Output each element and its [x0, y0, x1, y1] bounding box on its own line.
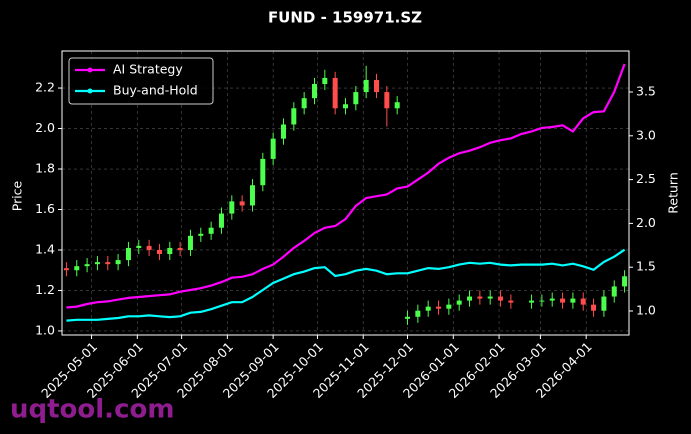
- y2-tick-label: 3.0: [636, 127, 656, 142]
- candle-body: [436, 306, 442, 309]
- y-tick-label: 2.2: [35, 80, 55, 95]
- candle-body: [249, 185, 255, 206]
- candle-body: [415, 310, 421, 317]
- y2-tick-label: 2.5: [636, 171, 656, 186]
- line-series: [66, 63, 626, 309]
- line-series: [66, 248, 626, 322]
- candle-body: [332, 77, 338, 109]
- legend-label: AI Strategy: [113, 62, 183, 77]
- candle-body: [467, 296, 473, 301]
- candle-body: [208, 227, 214, 234]
- candle-body: [601, 296, 607, 311]
- candle-body: [425, 306, 431, 311]
- candle-body: [156, 249, 162, 255]
- candle-body: [353, 92, 359, 105]
- candle-body: [580, 298, 586, 305]
- plot-frame: [61, 50, 630, 336]
- legend-label: Buy-and-Hold: [113, 83, 198, 98]
- candle-body: [560, 298, 566, 303]
- candle-body: [374, 79, 380, 93]
- y-tick-label: 1.8: [35, 161, 55, 176]
- candle-body: [622, 276, 628, 287]
- candle-body: [549, 298, 555, 301]
- candle-body: [591, 304, 597, 311]
- y2-tick-label: 1.0: [636, 302, 656, 317]
- candle-body: [239, 201, 245, 206]
- candle-body: [115, 260, 121, 265]
- y2-tick-label: 1.5: [636, 259, 656, 274]
- candle-body: [322, 77, 328, 84]
- y-tick-label: 1.4: [35, 241, 55, 256]
- candle-body: [405, 316, 411, 319]
- candle-body: [539, 300, 545, 302]
- y-axis-label: Price: [10, 180, 25, 211]
- candle-body: [177, 247, 183, 250]
- y-tick-label: 1.0: [35, 322, 55, 337]
- candle-body: [570, 298, 576, 303]
- candle-body: [94, 262, 100, 265]
- candle-body: [477, 296, 483, 299]
- candle-body: [84, 264, 90, 267]
- candle-body: [301, 98, 307, 109]
- y-tick-label: 1.6: [35, 201, 55, 216]
- y2-tick-label: 2.0: [636, 215, 656, 230]
- candle-body: [146, 245, 152, 250]
- candle-body: [384, 92, 390, 109]
- candle-body: [311, 83, 317, 99]
- candle-body: [343, 104, 348, 109]
- candle-body: [498, 296, 504, 301]
- candle-body: [529, 300, 535, 303]
- chart-title: FUND - 159971.SZ: [268, 9, 422, 27]
- candle-body: [125, 247, 131, 261]
- candle-body: [270, 138, 276, 159]
- y-tick-label: 1.2: [35, 282, 55, 297]
- y2-axis-label: Return: [666, 172, 681, 213]
- candle-body: [136, 245, 142, 248]
- candle-body: [229, 201, 235, 214]
- candle-body: [260, 158, 266, 186]
- candle-body: [456, 300, 462, 305]
- legend-marker: [87, 67, 93, 73]
- candle-body: [198, 233, 204, 236]
- watermark: uqtool.com: [10, 395, 174, 425]
- candle-body: [487, 296, 493, 299]
- candle-body: [394, 102, 400, 109]
- candle-body: [280, 124, 286, 139]
- candle-body: [363, 79, 369, 93]
- candle-body: [74, 266, 80, 271]
- candle-body: [611, 286, 617, 297]
- y2-tick-label: 3.5: [636, 83, 656, 98]
- candle-body: [63, 268, 69, 271]
- candle-body: [167, 247, 173, 255]
- y-tick-label: 2.0: [35, 120, 55, 135]
- candle-body: [291, 108, 297, 125]
- candle-body: [187, 235, 193, 250]
- candle-body: [218, 213, 224, 228]
- candle-body: [508, 300, 514, 303]
- candle-body: [446, 304, 452, 309]
- legend-marker: [87, 88, 93, 94]
- candle-body: [105, 262, 111, 265]
